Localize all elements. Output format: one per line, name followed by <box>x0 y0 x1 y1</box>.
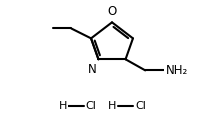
Text: Cl: Cl <box>86 101 97 111</box>
Text: H: H <box>58 101 67 111</box>
Text: NH₂: NH₂ <box>166 64 188 77</box>
Text: Cl: Cl <box>135 101 146 111</box>
Text: N: N <box>88 63 97 76</box>
Text: O: O <box>107 5 117 18</box>
Text: H: H <box>108 101 116 111</box>
